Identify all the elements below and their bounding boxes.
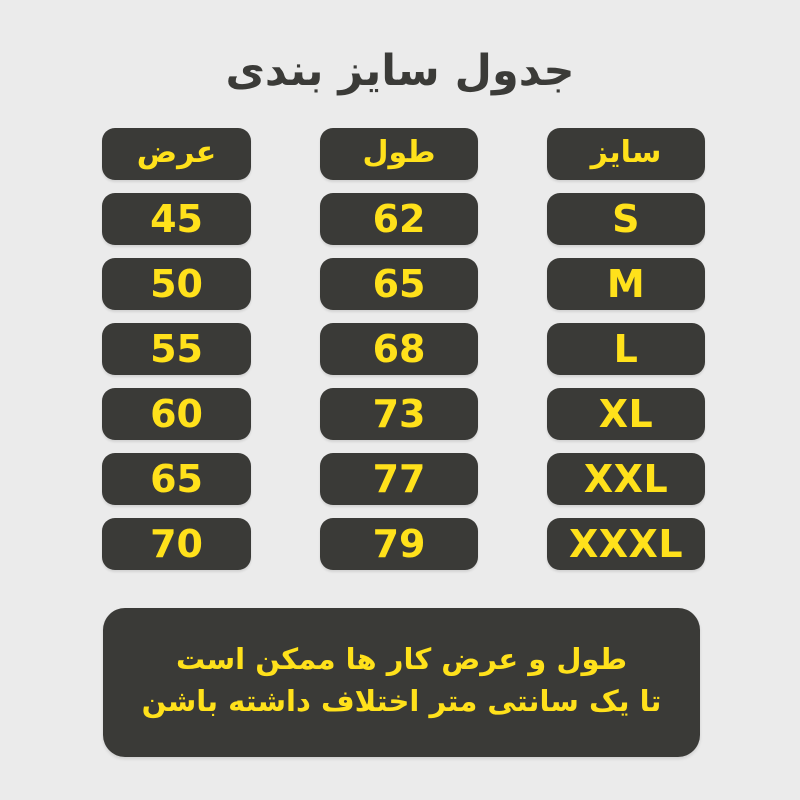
cell-size: S — [547, 193, 705, 245]
cell-width: 60 — [102, 388, 251, 440]
cell-length: 62 — [320, 193, 478, 245]
table-row: L 68 55 — [95, 323, 705, 375]
cell-width: 65 — [102, 453, 251, 505]
column-header-size: سایز — [547, 128, 705, 180]
cell-length: 68 — [320, 323, 478, 375]
cell-length: 77 — [320, 453, 478, 505]
measurement-disclaimer-note: طول و عرض کار ها ممکن است تا یک سانتی مت… — [103, 608, 700, 757]
note-line-1: طول و عرض کار ها ممکن است — [175, 642, 628, 677]
note-line-2: تا یک سانتی متر اختلاف داشته باشن — [141, 683, 662, 718]
cell-size: L — [547, 323, 705, 375]
cell-width: 50 — [102, 258, 251, 310]
cell-size: XL — [547, 388, 705, 440]
cell-length: 73 — [320, 388, 478, 440]
table-row: XXL 77 65 — [95, 453, 705, 505]
table-row: S 62 45 — [95, 193, 705, 245]
cell-size: XXL — [547, 453, 705, 505]
table-row: M 65 50 — [95, 258, 705, 310]
cell-length: 79 — [320, 518, 478, 570]
table-row: XL 73 60 — [95, 388, 705, 440]
cell-width: 55 — [102, 323, 251, 375]
page-title: جدول سایز بندی — [225, 46, 575, 96]
column-header-width: عرض — [102, 128, 251, 180]
size-chart-table: سایز طول عرض S 62 45 M 65 50 L 68 55 XL … — [95, 128, 705, 583]
cell-size: XXXL — [547, 518, 705, 570]
cell-size: M — [547, 258, 705, 310]
cell-width: 45 — [102, 193, 251, 245]
column-header-length: طول — [320, 128, 478, 180]
cell-length: 65 — [320, 258, 478, 310]
cell-width: 70 — [102, 518, 251, 570]
table-row: XXXL 79 70 — [95, 518, 705, 570]
table-header-row: سایز طول عرض — [95, 128, 705, 180]
